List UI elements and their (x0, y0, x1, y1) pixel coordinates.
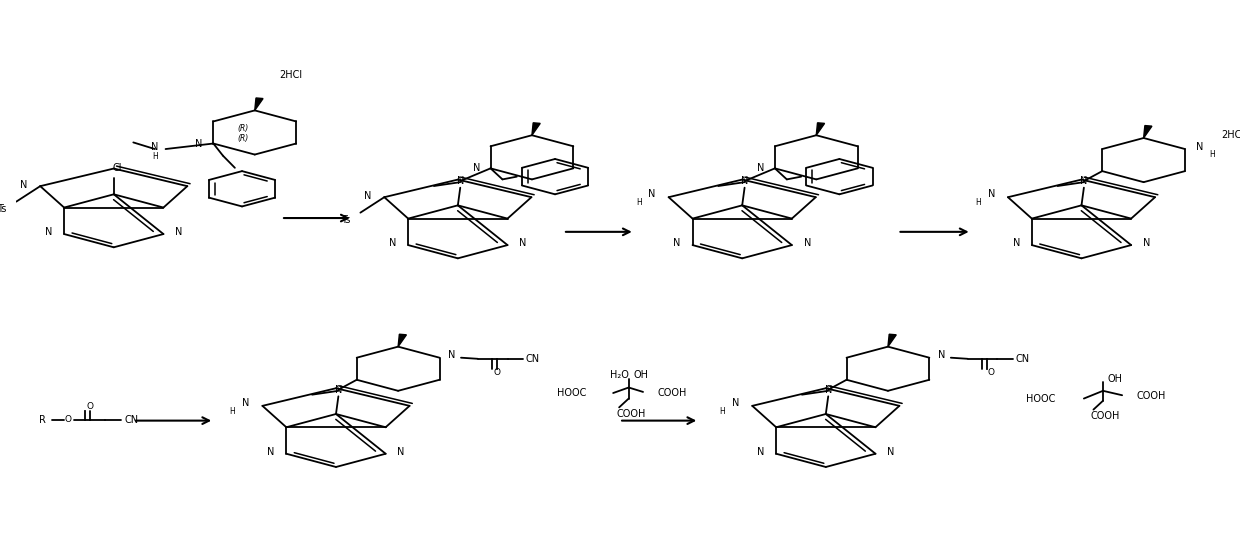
Polygon shape (398, 334, 407, 347)
Text: N: N (804, 238, 811, 248)
Text: N: N (937, 351, 945, 360)
Text: H: H (719, 407, 725, 416)
Text: N: N (649, 189, 656, 199)
Text: N: N (520, 238, 527, 248)
Polygon shape (532, 123, 541, 135)
Text: N: N (20, 180, 27, 190)
Text: COOH: COOH (1136, 391, 1166, 401)
Text: H: H (1209, 150, 1215, 159)
Text: N: N (175, 227, 182, 237)
Polygon shape (1143, 125, 1152, 138)
Polygon shape (254, 98, 263, 110)
Text: O: O (64, 415, 72, 424)
Text: N: N (196, 139, 202, 148)
Text: 2HCl: 2HCl (1221, 130, 1240, 140)
Text: OH: OH (1107, 374, 1122, 384)
Text: CN: CN (1016, 354, 1029, 364)
Text: N: N (740, 176, 748, 186)
Text: N: N (363, 191, 371, 201)
Text: R: R (38, 415, 46, 424)
Text: OH: OH (634, 370, 649, 380)
Text: H₂O: H₂O (610, 370, 629, 380)
Text: O: O (494, 368, 501, 377)
Text: H: H (153, 152, 157, 161)
Text: N: N (242, 397, 249, 407)
Text: HOOC: HOOC (1027, 394, 1055, 404)
Text: N: N (756, 447, 764, 457)
Text: O: O (87, 402, 93, 411)
Text: N: N (825, 385, 832, 395)
Text: CN: CN (125, 415, 139, 424)
Text: H: H (975, 198, 981, 207)
Text: Ts: Ts (0, 204, 6, 214)
Text: N: N (673, 238, 681, 248)
Text: N: N (335, 385, 342, 395)
Text: N: N (398, 447, 405, 457)
Text: N: N (1143, 238, 1151, 248)
Text: (R): (R) (237, 134, 248, 142)
Text: COOH: COOH (616, 409, 646, 419)
Text: O: O (988, 368, 994, 377)
Text: N: N (151, 142, 159, 152)
Text: N: N (987, 189, 994, 199)
Text: N: N (1013, 238, 1021, 248)
Text: N: N (389, 238, 397, 248)
Text: HOOC: HOOC (557, 388, 587, 398)
Polygon shape (888, 334, 897, 347)
Text: N: N (472, 163, 480, 173)
Text: N: N (448, 351, 455, 360)
Text: COOH: COOH (657, 388, 687, 398)
Polygon shape (816, 123, 825, 135)
Text: H: H (229, 407, 236, 416)
Text: N: N (888, 447, 895, 457)
Text: N: N (1195, 142, 1203, 152)
Text: 2HCl: 2HCl (279, 70, 303, 79)
Text: COOH: COOH (1091, 411, 1120, 421)
Text: N: N (1080, 176, 1087, 186)
Text: N: N (45, 227, 52, 237)
Text: (R): (R) (237, 124, 248, 132)
Text: N: N (456, 176, 464, 186)
Text: CN: CN (526, 354, 539, 364)
Text: Ts: Ts (341, 215, 351, 225)
Text: N: N (756, 163, 764, 173)
Text: H: H (636, 198, 641, 207)
Text: N: N (732, 397, 739, 407)
Text: Cl: Cl (113, 163, 122, 173)
Text: N: N (267, 447, 274, 457)
